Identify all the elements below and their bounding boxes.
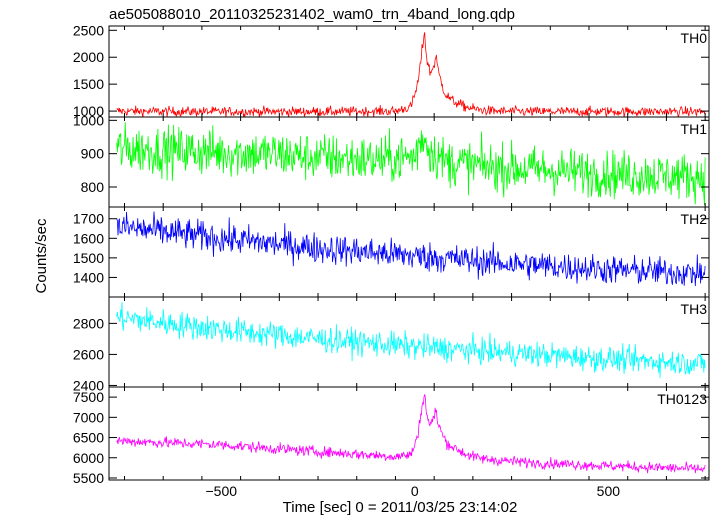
y-axis-label: Counts/sec [33, 218, 50, 294]
y-tick-label: 900 [81, 146, 105, 162]
y-tick-label: 1000 [73, 112, 104, 128]
series-line-th0 [116, 32, 706, 117]
panel-label-th2: TH2 [681, 211, 708, 227]
panel-label-th0: TH0 [681, 30, 708, 46]
y-tick-label: 1700 [73, 211, 104, 227]
y-tick-label: 1400 [73, 269, 104, 285]
series-line-th3 [116, 302, 706, 379]
panel-label-th3: TH3 [681, 301, 708, 317]
y-tick-label: 6500 [73, 430, 104, 446]
y-tick-label: 800 [81, 179, 105, 195]
y-tick-label: 1600 [73, 230, 104, 246]
y-tick-label: 2800 [73, 315, 104, 331]
series-line-th0123 [116, 394, 706, 474]
y-tick-label: 7500 [73, 389, 104, 405]
panel-th3: 2400 2600 2800 TH3 [73, 296, 710, 393]
y-tick-label: 5500 [73, 470, 104, 486]
panel-stack: 1000 1500 2000 2500 TH0 800 900 1000 TH1 1400 1500… [73, 22, 710, 486]
series-line-th1 [116, 122, 706, 206]
panel-label-th0123: TH0123 [657, 391, 707, 407]
x-tick-label: 500 [597, 483, 621, 499]
y-tick-label: 2400 [73, 377, 104, 393]
chart-title: ae505088010_20110325231402_wam0_trn_4ban… [109, 6, 515, 23]
x-tick-labels: −500 0 500 [205, 483, 620, 499]
series-line-th2 [116, 211, 706, 287]
panel-label-th1: TH1 [681, 121, 708, 137]
panel-frame [108, 206, 710, 298]
y-tick-label: 1000 [73, 103, 104, 119]
panel-frame [108, 296, 710, 388]
x-tick-label: −500 [205, 483, 237, 499]
panel-th0: 1000 1500 2000 2500 TH0 [73, 22, 710, 119]
panel-frame [108, 25, 710, 118]
y-tick-label: 2500 [73, 22, 104, 38]
y-tick-label: 1500 [73, 250, 104, 266]
panel-frame [108, 386, 710, 481]
x-tick-label: 0 [411, 483, 419, 499]
y-tick-label: 2000 [73, 49, 104, 65]
x-axis-label: Time [sec] 0 = 2011/03/25 23:14:02 [283, 499, 518, 516]
y-tick-label: 1500 [73, 76, 104, 92]
y-tick-label: 7000 [73, 409, 104, 425]
y-tick-label: 6000 [73, 450, 104, 466]
panel-th1: 800 900 1000 TH1 [73, 112, 710, 208]
panel-th2: 1400 1500 1600 1700 TH2 [73, 206, 710, 298]
y-tick-label: 2600 [73, 346, 104, 362]
panel-th0123: 5500 6000 6500 7000 7500 TH0123 [73, 386, 710, 486]
panel-frame [108, 116, 710, 208]
